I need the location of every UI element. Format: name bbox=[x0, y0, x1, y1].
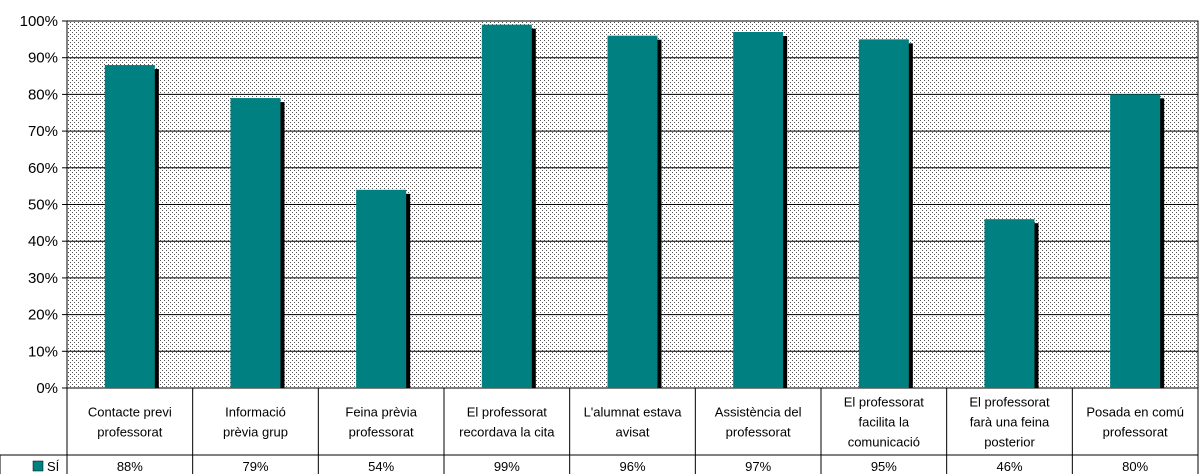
bar bbox=[607, 35, 658, 389]
data-label: 97% bbox=[745, 459, 771, 474]
bar bbox=[481, 24, 532, 388]
y-axis: 0% 10% 20% 30% 40% 50% 60% 70% 80% 90% 100% bbox=[20, 13, 67, 397]
data-label: 46% bbox=[996, 459, 1022, 474]
legend-swatch bbox=[32, 460, 44, 472]
data-label: 79% bbox=[242, 459, 268, 474]
data-label: 88% bbox=[117, 459, 143, 474]
y-tick-label: 80% bbox=[28, 86, 58, 103]
x-category-label: Informació prèvia grup bbox=[223, 405, 288, 440]
y-tick-label: 0% bbox=[36, 380, 58, 397]
data-label: 80% bbox=[1122, 459, 1148, 474]
y-tick-label: 30% bbox=[28, 270, 58, 287]
legend-label: SÍ bbox=[47, 459, 60, 474]
data-table: Contacte previ professorat Informació prèvi… bbox=[0, 388, 1199, 474]
x-category-label: L'alumnat estava avisat bbox=[584, 405, 683, 440]
y-tick-label: 90% bbox=[28, 50, 58, 67]
data-label: 99% bbox=[494, 459, 520, 474]
y-tick-label: 70% bbox=[28, 123, 58, 140]
y-tick-label: 100% bbox=[20, 13, 58, 30]
y-tick-label: 60% bbox=[28, 160, 58, 177]
bars bbox=[104, 24, 1165, 389]
x-category-label: El professorat farà una feina posterior bbox=[969, 395, 1050, 450]
bar bbox=[230, 98, 281, 388]
x-category-label: El professorat facilita la comunicació bbox=[844, 395, 925, 450]
y-tick-label: 20% bbox=[28, 307, 58, 324]
x-category-label: Assistència del professorat bbox=[715, 405, 802, 440]
x-category-label: Posada en comú professorat bbox=[1086, 405, 1184, 440]
data-label: 96% bbox=[619, 459, 645, 474]
data-label: 54% bbox=[368, 459, 394, 474]
bar bbox=[356, 189, 407, 388]
y-tick-label: 50% bbox=[28, 197, 58, 214]
y-tick-label: 40% bbox=[28, 233, 58, 250]
x-category-label: Contacte previ professorat bbox=[88, 405, 172, 440]
bar bbox=[733, 32, 784, 388]
bar bbox=[858, 39, 909, 388]
bar bbox=[984, 219, 1035, 388]
x-category-label: El professorat recordava la cita bbox=[459, 405, 555, 440]
bar bbox=[104, 65, 155, 388]
data-label: 95% bbox=[871, 459, 897, 474]
y-tick-label: 10% bbox=[28, 343, 58, 360]
bar bbox=[1110, 94, 1161, 389]
x-category-label: Feina prèvia professorat bbox=[345, 405, 417, 440]
